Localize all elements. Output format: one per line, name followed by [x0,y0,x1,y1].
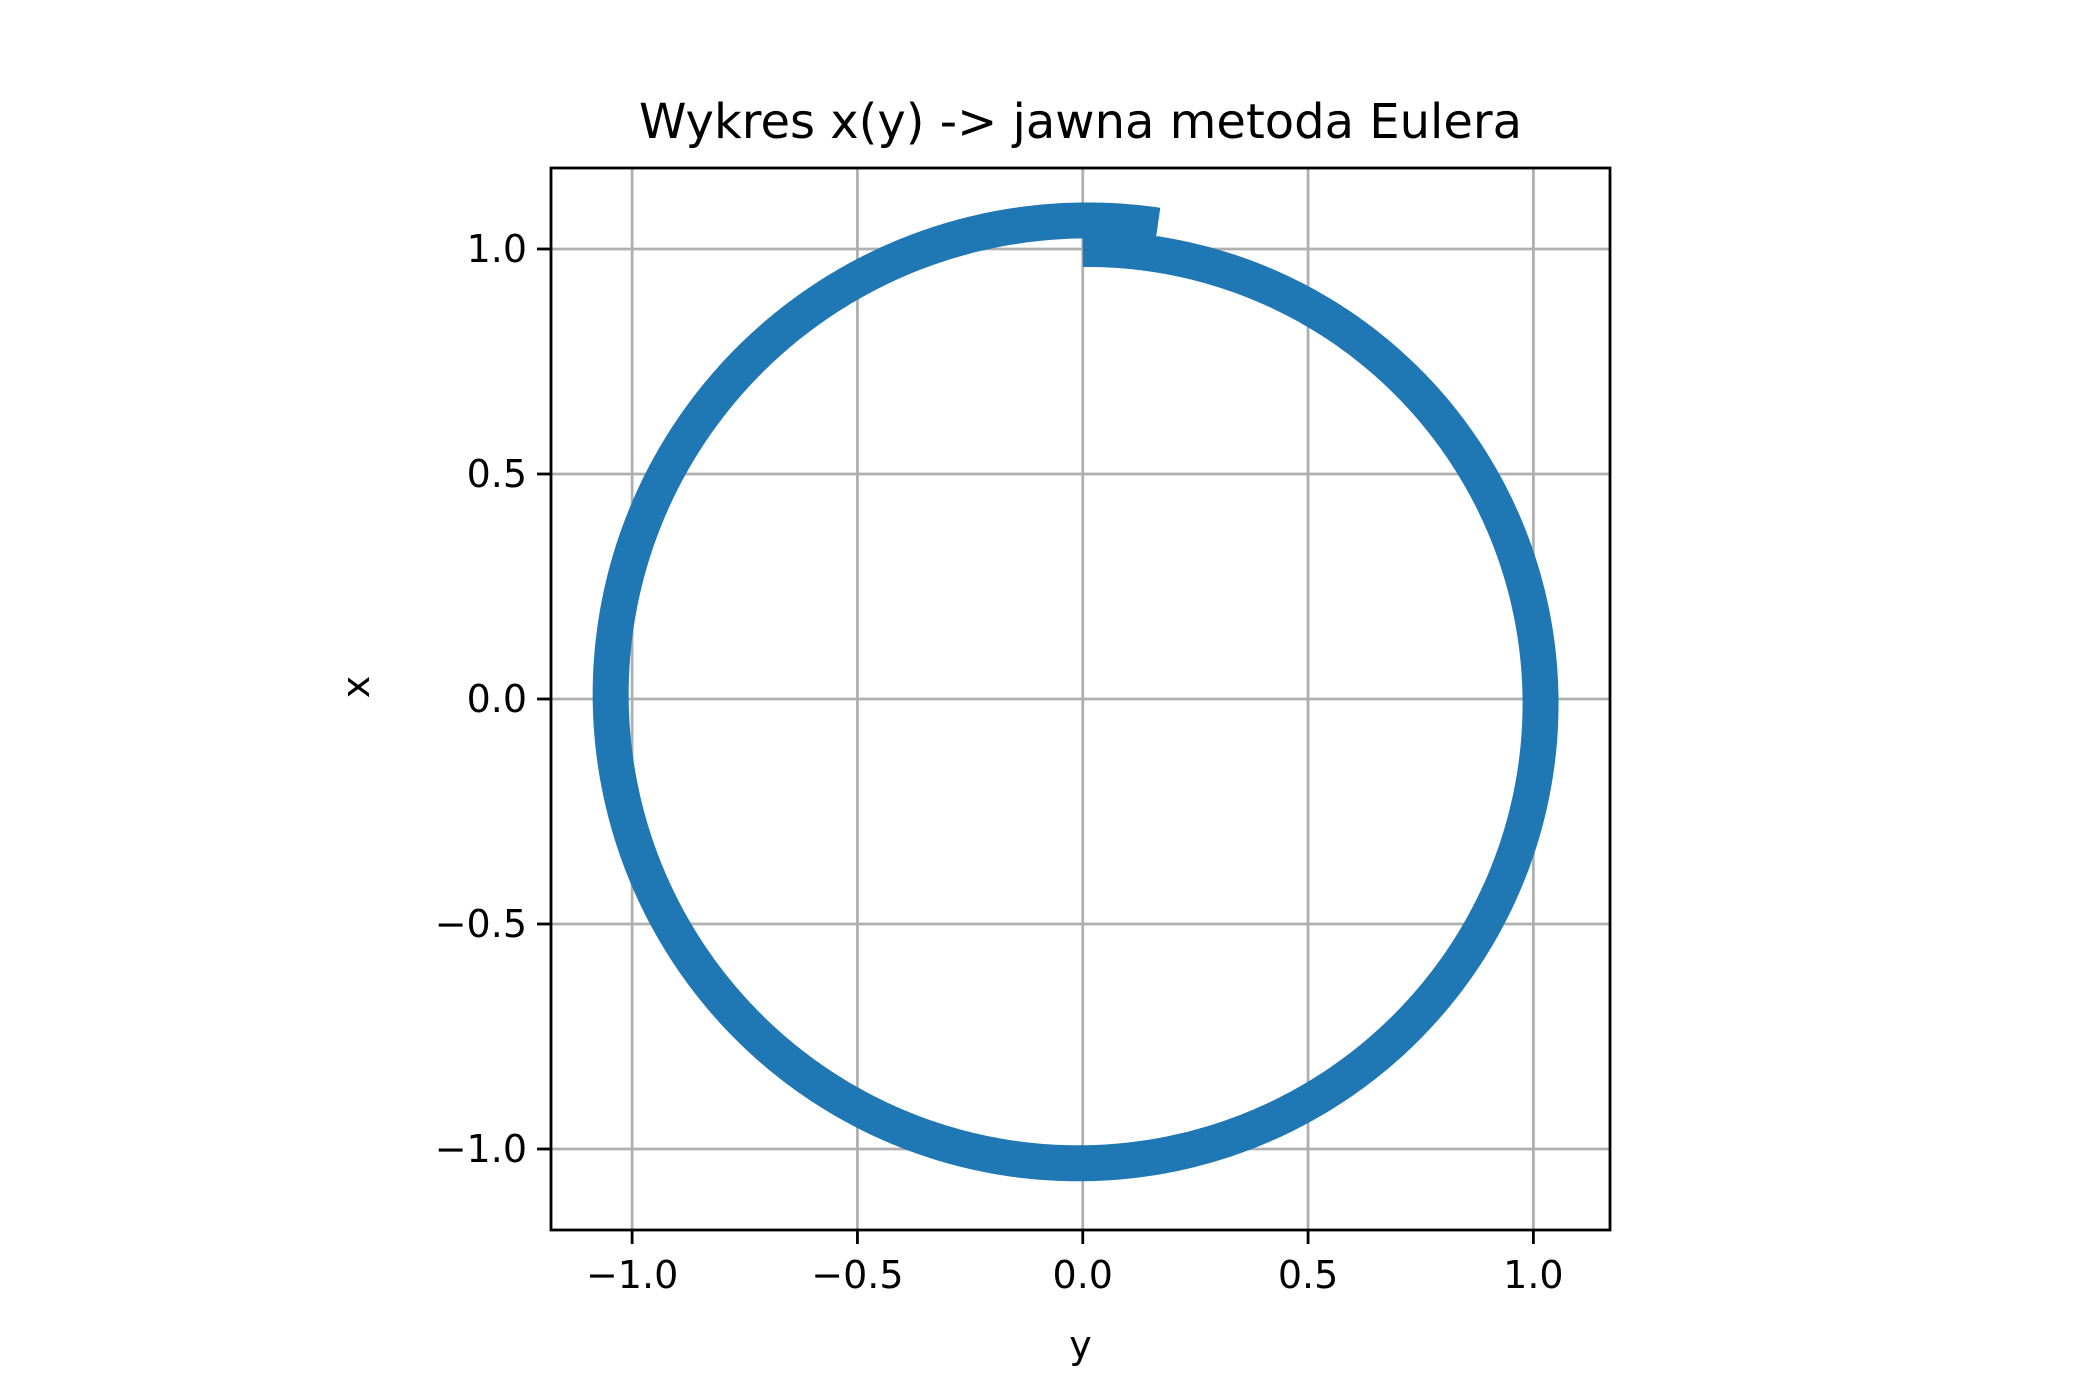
x-tick-label: −1.0 [586,1253,678,1297]
x-axis-ticks: −1.0 −0.5 0.0 0.5 1.0 [586,1230,1564,1297]
y-tick-label: −1.0 [435,1127,527,1171]
series-line [592,202,1559,1182]
x-tick-label: 1.0 [1503,1253,1563,1297]
series-group [592,202,1559,1182]
x-tick-label: 0.5 [1278,1253,1338,1297]
y-tick-label: 1.0 [467,227,527,271]
y-axis-ticks: 1.0 0.5 0.0 −0.5 −1.0 [435,227,551,1171]
y-tick-label: −0.5 [435,902,527,946]
y-axis-label: x [334,676,378,699]
y-tick-label: 0.0 [467,677,527,721]
x-axis-label: y [1069,1323,1092,1367]
chart-title: Wykres x(y) -> jawna metoda Eulera [639,94,1522,150]
x-tick-label: −0.5 [811,1253,903,1297]
x-tick-label: 0.0 [1053,1253,1113,1297]
y-tick-label: 0.5 [467,452,527,496]
